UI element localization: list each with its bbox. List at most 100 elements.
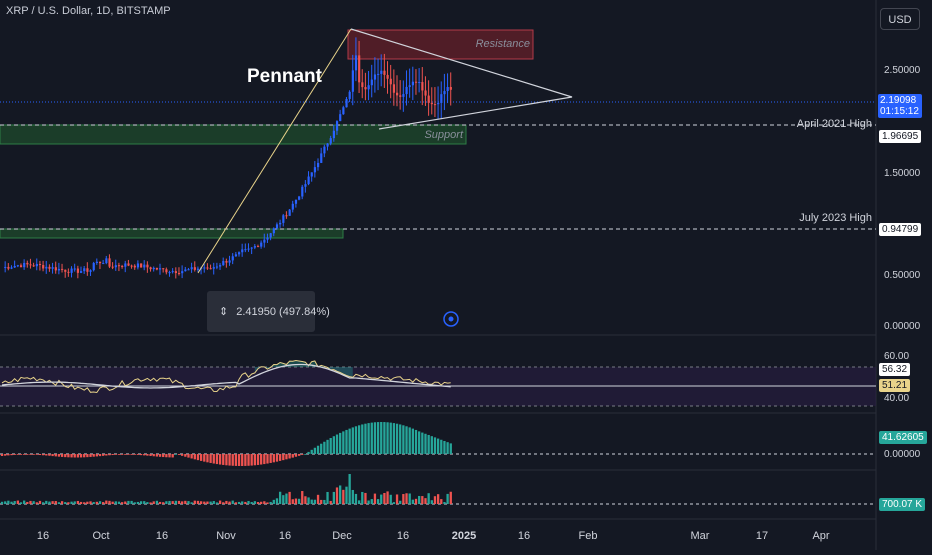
candle-body [301,186,304,197]
macd-bar [269,454,272,463]
candle-body [215,266,219,268]
macd-bar [244,454,247,466]
candle-body [370,79,373,86]
candle-body [23,262,26,268]
support-label: Support [424,129,463,141]
volume-bar [310,499,313,504]
macd-bar [228,454,231,466]
macd-bar [304,454,307,455]
rsi-line [1,359,451,394]
volume-bar [117,501,121,504]
volume-bar [114,501,117,504]
breakout-zone[interactable] [0,228,344,239]
volume-bar [48,501,51,504]
april-high-badge: 1.96695 [879,130,922,143]
volume-bar [23,500,26,504]
volume-bar [332,491,335,504]
candle-body [272,228,275,234]
macd-bar [212,454,215,464]
volume-bar [256,502,260,504]
volume-bar [149,502,152,504]
macd-bar [152,454,155,457]
volume-bar [275,498,279,504]
macd-bar [433,437,437,454]
flagpole-line[interactable] [197,28,352,274]
macd-bar [399,424,402,454]
volume-bar [57,502,61,504]
macd-bar [29,454,32,455]
candle-body [310,172,313,177]
volume-bar [323,499,326,504]
macd-bar [222,454,225,465]
candle-body [165,269,168,273]
macd-bar [206,454,209,463]
x-tick-label: Feb [579,530,598,542]
macd-bar [436,438,440,454]
candle-body [332,130,335,139]
candle-body [130,265,133,267]
y-tick-label: 0.00000 [884,321,921,332]
support-zone[interactable] [0,124,467,145]
macd-bar [294,454,298,457]
candle-body [57,268,61,271]
candle-body [377,73,380,75]
volume-bar [92,502,95,504]
volume-bar [427,493,430,504]
candle-body [35,263,38,267]
macd-bar [332,436,335,454]
candle-body [76,268,80,273]
candle-body [193,267,196,270]
candle-body [437,102,440,105]
volume-bar [171,501,174,504]
macd-bar [32,454,35,455]
candle-body [168,272,171,274]
pennant-triangle[interactable] [350,28,573,130]
alert-target-icon[interactable] [443,311,459,327]
volume-bar [215,502,219,504]
volume-bar [162,502,165,504]
macd-bar [162,454,165,458]
candle-body [335,121,339,131]
macd-bar [158,454,162,457]
volume-bar [329,500,332,504]
candle-body [4,266,7,268]
measure-tooltip: ⇕ 2.41950 (497.84%) [207,291,330,332]
symbol-title[interactable]: XRP / U.S. Dollar, 1D, BITSTAMP [6,5,171,17]
volume-bar [45,500,48,504]
macd-bar [203,454,206,462]
macd-bar [339,432,342,454]
volume-bar [380,494,383,504]
candle-body [440,94,443,103]
candle-body [102,263,105,265]
volume-bar [152,501,155,504]
currency-button[interactable]: USD [880,8,920,30]
volume-bar [244,501,247,504]
volume-bar [35,502,38,504]
volume-bar [294,498,298,504]
time-axis[interactable]: 16 Oct 16 Nov 16 Dec 16 2025 16 Feb Mar 17 Apr [37,530,830,542]
macd-bar [446,442,449,454]
candle-body [19,265,23,268]
rsi-ma-line [1,363,451,389]
resistance-zone[interactable] [347,29,534,60]
candle-body [10,267,13,269]
candle-body [418,82,421,84]
candle-body [250,247,253,249]
countdown-timer: 01:15:12 [880,106,919,117]
macd-bar [13,454,16,455]
candle-body [111,266,114,268]
macd-bar [130,454,133,455]
candle-body [184,269,187,272]
macd-bar [316,445,320,454]
volume-bar [228,501,231,504]
macd-bar [23,454,26,455]
volume-bar [395,494,399,504]
volume-bar [127,500,130,504]
candle-body [317,162,320,168]
macd-bar [35,454,38,455]
candle-body [260,242,263,247]
macd-bar [98,454,102,457]
candle-body [288,209,291,216]
